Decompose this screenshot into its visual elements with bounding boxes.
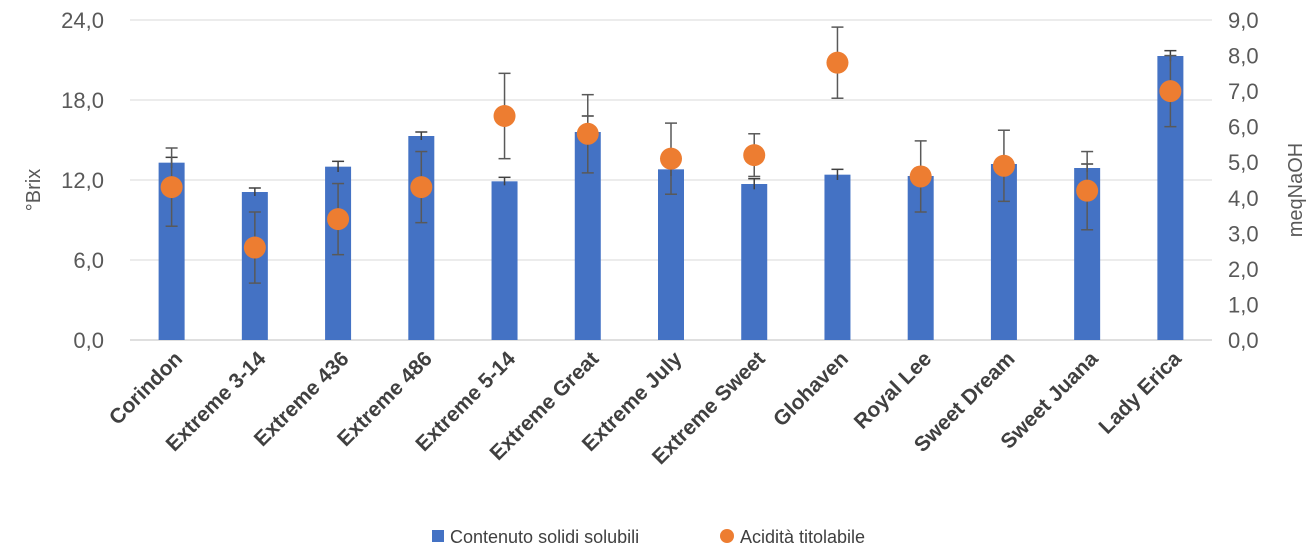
- right-tick-label: 1,0: [1228, 292, 1259, 317]
- right-tick-label: 2,0: [1228, 257, 1259, 282]
- category-label: Royal Lee: [850, 347, 936, 433]
- legend-bar-label: Contenuto solidi solubili: [450, 527, 639, 547]
- scatter-point: [992, 154, 1015, 177]
- right-axis-title: meqNaOH: [1285, 143, 1307, 237]
- bar: [491, 181, 518, 340]
- scatter-point: [660, 147, 682, 170]
- scatter-point: [743, 144, 766, 167]
- left-tick-label: 6,0: [73, 248, 104, 273]
- category-label: Corindon: [105, 347, 187, 429]
- category-label: Lady Erica: [1095, 347, 1187, 439]
- right-axis-ticks: 0,0 1,0 2,0 3,0 4,0 5,0 6,0 7,0 8,0 9,0: [1228, 8, 1259, 353]
- left-axis-ticks: 0,0 6,0 12,0 18,0 24,0: [61, 8, 104, 353]
- bar: [658, 169, 684, 340]
- bar: [824, 174, 851, 340]
- scatter-point: [909, 165, 932, 188]
- right-tick-label: 8,0: [1228, 44, 1259, 69]
- right-tick-label: 6,0: [1228, 115, 1259, 140]
- legend-bar-swatch: [432, 530, 444, 542]
- right-tick-label: 3,0: [1228, 221, 1259, 246]
- right-tick-label: 4,0: [1228, 186, 1259, 211]
- scatter-point: [1159, 80, 1182, 103]
- legend: Contenuto solidi solubili Acidità titola…: [432, 527, 865, 547]
- right-tick-label: 7,0: [1228, 79, 1259, 104]
- scatter-point: [826, 51, 849, 74]
- scatter-point: [410, 176, 433, 199]
- right-tick-label: 0,0: [1228, 328, 1259, 353]
- scatter-point: [243, 236, 266, 259]
- legend-dot-swatch: [720, 529, 734, 543]
- bar: [741, 184, 768, 340]
- bar-series: [158, 56, 1184, 340]
- left-tick-label: 12,0: [61, 168, 104, 193]
- scatter-point: [327, 208, 350, 231]
- scatter-point: [493, 105, 516, 127]
- left-tick-label: 0,0: [73, 328, 104, 353]
- right-tick-label: 5,0: [1228, 150, 1259, 175]
- left-tick-label: 24,0: [61, 8, 104, 33]
- left-tick-label: 18,0: [61, 88, 104, 113]
- scatter-point: [576, 122, 599, 145]
- legend-dot-label: Acidità titolabile: [740, 527, 865, 547]
- scatter-point: [160, 176, 183, 199]
- category-label: Glohaven: [769, 347, 853, 431]
- scatter-point: [1076, 179, 1099, 202]
- right-tick-label: 9,0: [1228, 8, 1259, 33]
- left-axis-title: °Brix: [23, 169, 45, 211]
- scatter-series: [160, 26, 1182, 284]
